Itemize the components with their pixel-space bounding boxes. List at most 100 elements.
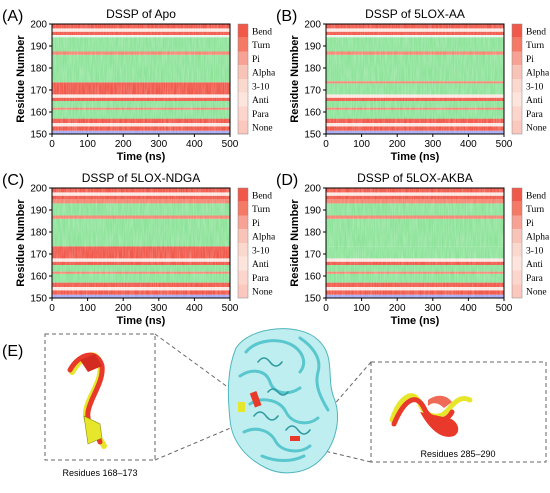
legend-label: None	[252, 288, 273, 298]
x-tick-label: 200	[389, 303, 406, 314]
protein-structure	[227, 328, 338, 474]
legend-label: None	[526, 288, 547, 298]
heatmap-panel-2: (B) DSSP of 5LOX-AA 150 160 170 180 190 200 0 100…	[276, 7, 550, 163]
y-tick-label: 170	[30, 250, 47, 261]
legend-frame	[511, 23, 523, 135]
chart-title: DSSP of 5LOX-AA	[365, 7, 465, 21]
legend-label: Alpha	[526, 233, 550, 243]
legend-frame	[237, 23, 249, 135]
legend-label: None	[252, 124, 273, 134]
y-tick-label: 200	[30, 20, 47, 31]
heatmap-panels: (A) DSSP of Apo 150 160 170 180 190 200 0 100 200 3…	[2, 7, 550, 327]
legend-label: Turn	[252, 41, 270, 51]
legend-label: Turn	[526, 205, 544, 215]
right-loop-cartoon	[389, 393, 473, 437]
legend-frame	[511, 187, 523, 299]
heatmap-panel-1: (A) DSSP of Apo 150 160 170 180 190 200 0 100 200 3…	[2, 7, 276, 163]
heatmap-texture	[326, 24, 504, 134]
right-caption: Residues 285–290	[420, 449, 495, 459]
legend-label: Para	[252, 274, 270, 284]
legend-swatch	[512, 106, 522, 121]
heatmap-panel-3: (C) DSSP of 5LOX-NDGA 150 160 170 180 190 200 0 1…	[2, 171, 276, 327]
x-tick-label: 0	[323, 303, 329, 314]
x-tick-label: 300	[424, 139, 441, 150]
x-tick-label: 100	[353, 303, 370, 314]
legend-label: Pi	[526, 219, 534, 229]
legend-label: Alpha	[252, 233, 276, 243]
y-tick-label: 180	[304, 64, 321, 75]
plot-frame	[51, 187, 231, 299]
legend-swatch	[512, 37, 522, 52]
x-tick-label: 200	[115, 139, 132, 150]
legend-swatch	[238, 201, 248, 216]
legend-label: Turn	[526, 41, 544, 51]
legend-label: Para	[526, 110, 544, 120]
x-tick-label: 500	[222, 139, 239, 150]
left-connector-bottom	[154, 423, 241, 461]
legend-label: 3-10	[526, 82, 544, 92]
y-tick-label: 170	[304, 86, 321, 97]
legend-swatch	[238, 188, 248, 202]
legend-label: Para	[252, 110, 270, 120]
plot-frame	[325, 187, 505, 299]
legend-swatch	[238, 229, 248, 243]
x-tick-label: 100	[79, 303, 96, 314]
legend-swatch	[238, 24, 248, 38]
y-tick-label: 170	[30, 86, 47, 97]
x-tick-label: 400	[186, 303, 203, 314]
legend-swatch	[238, 256, 248, 271]
legend-label: Bend	[526, 27, 546, 37]
x-tick-label: 400	[186, 139, 203, 150]
right-connector-top	[311, 361, 372, 431]
legend-swatch	[238, 106, 248, 121]
heatmap-panel-4: (D) DSSP of 5LOX-AKBA 150 160 170 180 190 200 0 1…	[276, 171, 550, 327]
y-tick-label: 160	[30, 108, 47, 119]
x-tick-label: 100	[79, 139, 96, 150]
legend-swatch	[512, 51, 522, 66]
heatmap-texture	[52, 188, 230, 298]
x-tick-label: 500	[496, 303, 513, 314]
y-tick-label: 180	[304, 228, 321, 239]
y-tick-label: 200	[304, 20, 321, 31]
heatmap-texture	[52, 24, 230, 134]
y-tick-label: 160	[304, 108, 321, 119]
legend-swatch	[512, 201, 522, 216]
legend-swatch	[238, 120, 248, 134]
x-tick-label: 300	[424, 303, 441, 314]
legend-swatch	[512, 229, 522, 243]
y-tick-label: 180	[30, 64, 47, 75]
legend-label: Bend	[252, 191, 272, 201]
panel-label: (C)	[2, 172, 24, 189]
legend-swatch	[512, 188, 522, 202]
left-caption: Residues 168–173	[62, 468, 137, 478]
left-zoom-box	[44, 333, 156, 461]
legend-label: Anti	[252, 260, 269, 270]
x-tick-label: 300	[150, 303, 167, 314]
y-axis-label: Residue Number	[289, 35, 301, 123]
chart-title: DSSP of 5LOX-NDGA	[82, 171, 201, 185]
legend-label: 3-10	[252, 246, 270, 256]
panel-e: (E) Residues 168–173 Residues 285–290	[2, 328, 547, 478]
legend-label: Para	[526, 274, 544, 284]
legend-label: 3-10	[526, 246, 544, 256]
legend-swatch	[238, 215, 248, 230]
x-axis-label: Time (ns)	[117, 151, 166, 163]
x-tick-label: 300	[150, 139, 167, 150]
legend-label: None	[526, 124, 547, 134]
legend-swatch	[238, 270, 248, 285]
y-tick-label: 200	[30, 184, 47, 195]
legend-label: Anti	[252, 96, 269, 106]
heatmap-texture	[326, 188, 504, 298]
legend-label: 3-10	[252, 82, 270, 92]
left-connector-top	[154, 333, 241, 397]
x-axis-label: Time (ns)	[391, 315, 440, 327]
y-tick-label: 150	[304, 130, 321, 141]
legend-swatch	[238, 92, 248, 107]
y-tick-label: 190	[304, 206, 321, 217]
x-tick-label: 400	[460, 303, 477, 314]
plot-frame	[51, 23, 231, 135]
plot-frame	[325, 23, 505, 135]
left-loop-cartoon	[67, 352, 107, 449]
legend-label: Anti	[526, 96, 543, 106]
legend-swatch	[238, 37, 248, 52]
